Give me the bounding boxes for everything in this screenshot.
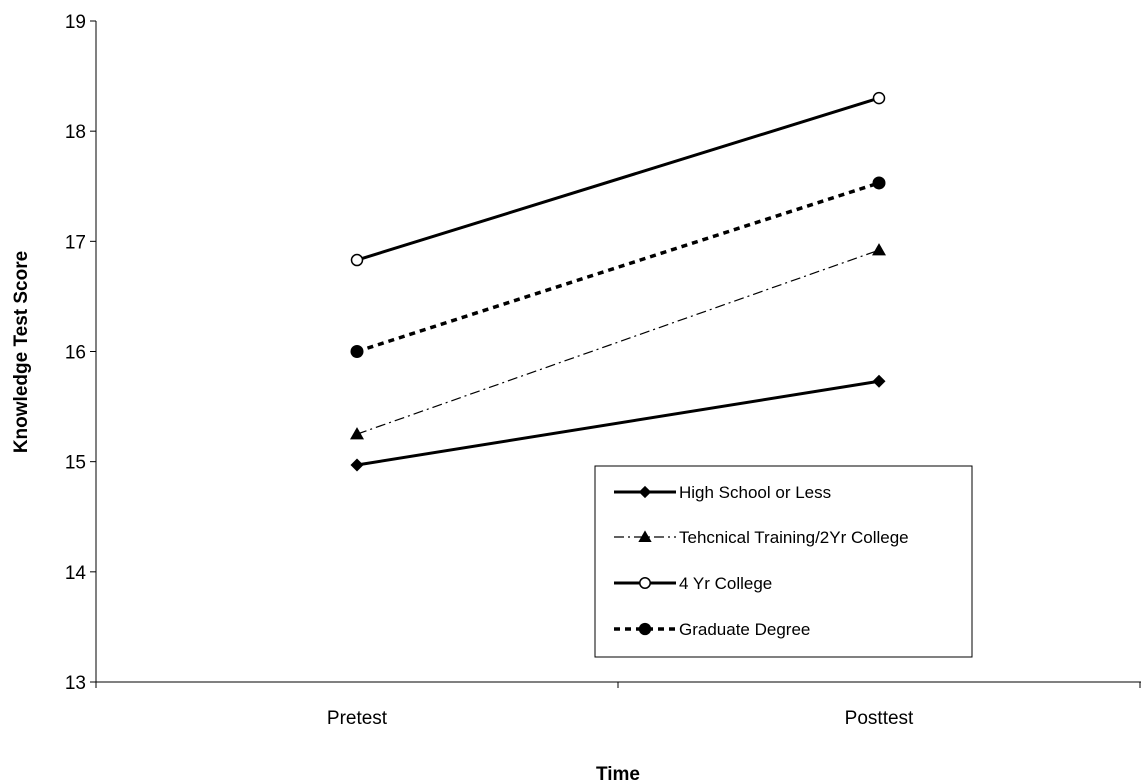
diamond-marker xyxy=(872,374,886,388)
y-tick-label: 14 xyxy=(65,563,87,584)
x-tick-label: Pretest xyxy=(327,708,388,729)
y-tick-label: 15 xyxy=(65,453,86,474)
y-tick-label: 19 xyxy=(65,12,86,33)
legend-box xyxy=(594,465,973,658)
series-3 xyxy=(350,176,886,358)
series-1 xyxy=(350,243,886,440)
triangle-marker xyxy=(872,243,886,256)
x-tick-label: Posttest xyxy=(845,708,914,729)
y-tick-label: 18 xyxy=(65,122,86,143)
x-axis-title: Time xyxy=(596,764,640,784)
filled-circle-marker xyxy=(350,345,364,358)
filled-circle-marker xyxy=(638,622,652,636)
y-tick-label: 17 xyxy=(65,232,86,253)
series-line xyxy=(356,96,880,262)
open-circle-marker xyxy=(350,253,364,267)
y-tick-label: 13 xyxy=(65,673,86,694)
legend-label: 4 Yr College xyxy=(679,574,772,593)
triangle-marker xyxy=(638,530,652,542)
diamond-marker xyxy=(638,485,652,499)
y-axis-title: Knowledge Test Score xyxy=(11,251,32,453)
legend-label: Graduate Degree xyxy=(679,620,810,639)
open-circle-marker xyxy=(872,91,886,105)
diamond-marker xyxy=(350,458,364,472)
triangle-marker xyxy=(350,427,364,440)
legend-label: High School or Less xyxy=(679,483,831,502)
series-line xyxy=(356,379,880,467)
legend: High School or Less Tehcnical Training/2Y… xyxy=(594,465,973,658)
series-group xyxy=(350,91,886,472)
y-tick-label: 16 xyxy=(65,343,86,364)
series-0 xyxy=(350,374,886,472)
series-line xyxy=(356,181,880,354)
series-2 xyxy=(350,91,886,267)
series-line xyxy=(356,249,880,435)
legend-label: Tehcnical Training/2Yr College xyxy=(679,528,909,547)
filled-circle-marker xyxy=(872,176,886,190)
x-tick-labels: Pretest Posttest xyxy=(327,708,914,729)
y-ticks: 13 14 15 16 17 18 19 xyxy=(65,12,96,694)
open-circle-marker xyxy=(639,577,651,589)
